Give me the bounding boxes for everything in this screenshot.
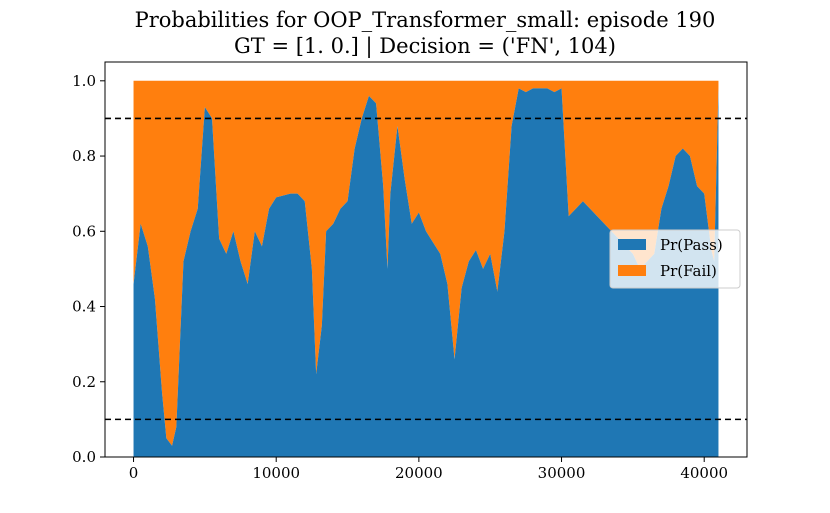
y-tick-label: 0.2 <box>72 373 96 391</box>
legend-label: Pr(Pass) <box>660 236 723 254</box>
y-tick-label: 0.8 <box>72 147 96 165</box>
x-tick-label: 20000 <box>395 464 443 482</box>
legend: Pr(Pass) Pr(Fail) <box>609 229 741 289</box>
area-pr-pass <box>133 88 719 457</box>
x-tick-label: 10000 <box>252 464 300 482</box>
y-tick-label: 1.0 <box>72 72 96 90</box>
chart-title-line2: GT = [1. 0.] | Decision = ('FN', 104) <box>234 34 616 59</box>
y-tick-label: 0.0 <box>72 448 96 466</box>
y-tick-label: 0.4 <box>72 298 96 316</box>
legend-swatch <box>618 239 646 250</box>
legend-swatch <box>618 265 646 276</box>
x-tick-label: 30000 <box>538 464 586 482</box>
plot-area <box>105 80 747 457</box>
y-tick-label: 0.6 <box>72 222 96 240</box>
axes-frame <box>104 61 748 458</box>
x-tick-label: 40000 <box>680 464 728 482</box>
area-pr-fail <box>133 80 719 446</box>
chart-title-line1: Probabilities for OOP_Transformer_small:… <box>135 8 716 32</box>
x-tick-label: 0 <box>129 464 139 482</box>
axes: 0 10000 20000 30000 40000 0.0 0.2 0.4 0.6 0.8 1.0 <box>72 61 748 482</box>
legend-label: Pr(Fail) <box>660 262 717 280</box>
